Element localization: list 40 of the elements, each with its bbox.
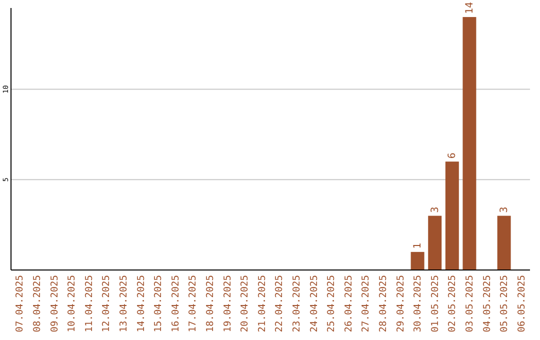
bar [410, 252, 424, 270]
x-tick-label: 26.04.2025 [343, 275, 354, 332]
bar [445, 162, 459, 270]
x-tick-label: 09.04.2025 [49, 275, 60, 332]
x-tick-label: 30.04.2025 [412, 275, 424, 332]
x-tick-label: 05.05.2025 [499, 275, 510, 332]
x-tick-label: 06.05.2025 [516, 275, 528, 332]
x-tick-label: 28.04.2025 [378, 275, 389, 332]
x-tick-label: 19.04.2025 [222, 275, 234, 332]
x-tick-label: 22.04.2025 [274, 275, 286, 332]
x-tick-label: 08.04.2025 [32, 275, 43, 332]
x-tick-label: 20.04.2025 [240, 275, 251, 332]
x-tick-label: 03.05.2025 [464, 275, 476, 332]
x-tick-label: 13.04.2025 [118, 275, 130, 332]
x-tick-label: 15.04.2025 [153, 275, 164, 332]
data-label: 14 [464, 2, 476, 14]
data-label: 3 [430, 206, 441, 213]
x-tick-label: 18.04.2025 [204, 275, 216, 332]
x-tick-label: 07.04.2025 [14, 275, 26, 332]
bar [462, 17, 476, 270]
x-tick-label: 04.05.2025 [482, 275, 493, 332]
data-label: 1 [412, 242, 424, 249]
x-tick-label: 12.04.2025 [101, 275, 112, 332]
x-tick-label: 10.04.2025 [66, 275, 78, 332]
x-tick-label: 02.05.2025 [447, 275, 458, 332]
x-tick-label: 25.04.2025 [326, 275, 338, 332]
bar [497, 216, 511, 270]
bar [428, 216, 442, 270]
x-tick-label: 24.04.2025 [308, 275, 320, 332]
x-tick-label: 11.04.2025 [84, 275, 95, 332]
x-tick-label: 21.04.2025 [256, 275, 268, 332]
data-label: 3 [499, 206, 510, 213]
x-tick-label: 29.04.2025 [395, 275, 406, 332]
x-tick-label: 23.04.2025 [291, 275, 302, 332]
x-tick-label: 27.04.2025 [360, 275, 372, 332]
x-tick-label: 14.04.2025 [136, 275, 147, 332]
data-label: 6 [447, 152, 458, 159]
x-tick-label: 01.05.2025 [430, 275, 441, 332]
x-tick-label: 17.04.2025 [188, 275, 199, 332]
x-tick-label: 16.04.2025 [170, 275, 182, 332]
